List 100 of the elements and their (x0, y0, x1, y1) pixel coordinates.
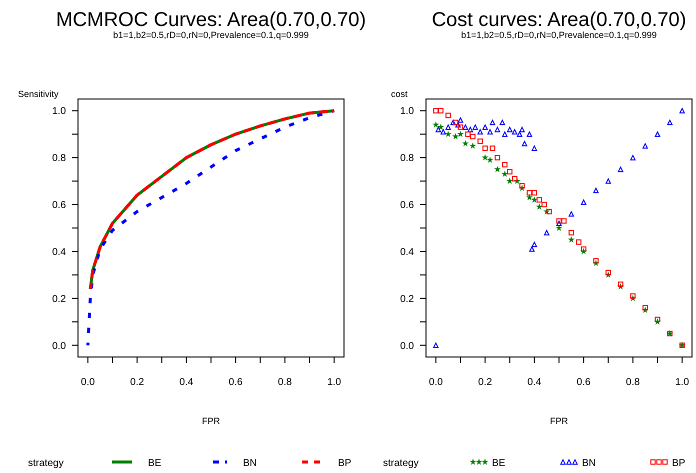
x-axis-title: FPR (550, 416, 568, 426)
y-tick-label: 0.4 (52, 246, 66, 258)
point (482, 146, 488, 151)
y-tick-label: 1.0 (400, 106, 414, 118)
legend-label: BN (582, 458, 596, 469)
legend-label: BE (148, 458, 162, 469)
point (512, 129, 518, 135)
y-tick-label: 0.2 (400, 294, 414, 305)
point (490, 146, 496, 151)
point (468, 126, 474, 132)
point (544, 230, 550, 236)
point (667, 120, 673, 126)
y-tick-label: 0.4 (400, 246, 414, 258)
point (512, 176, 518, 182)
point (526, 190, 532, 196)
point (531, 196, 538, 203)
point (522, 140, 528, 146)
point (654, 131, 660, 137)
point (642, 143, 648, 149)
point (477, 138, 483, 144)
point (561, 218, 567, 224)
point (436, 126, 442, 132)
y-axis-title: cost (391, 89, 408, 99)
point (618, 166, 624, 172)
point (432, 121, 440, 128)
point (506, 178, 514, 184)
x-tick-label: 0.0 (80, 377, 96, 388)
point (482, 154, 488, 160)
point (472, 124, 478, 130)
point (568, 211, 574, 217)
x-tick-label: 0.8 (278, 377, 292, 388)
point (568, 236, 575, 243)
point (501, 170, 508, 177)
point (593, 188, 599, 194)
x-tick-label: 0.8 (626, 377, 640, 388)
point (494, 154, 500, 160)
point (526, 194, 533, 200)
point (536, 203, 543, 210)
point (433, 108, 439, 114)
x-tick-label: 0.4 (527, 377, 542, 388)
line-series (88, 109, 336, 290)
legend-title: strategy (383, 458, 419, 469)
legend-title: strategy (28, 458, 64, 469)
point (465, 131, 471, 137)
point (437, 124, 444, 130)
point (526, 131, 532, 137)
y-tick-label: 0.8 (52, 153, 66, 164)
point (445, 124, 451, 130)
x-tick-label: 0.2 (478, 377, 492, 388)
point (576, 239, 582, 245)
legend-label: BP (672, 458, 686, 469)
legend-label: BE (492, 458, 506, 469)
y-tick-label: 0.2 (52, 294, 66, 305)
point (606, 178, 611, 184)
point (482, 124, 488, 130)
y-tick-label: 0.6 (52, 200, 66, 212)
x-axis-title: FPR (202, 416, 220, 426)
point (452, 120, 458, 126)
point (458, 117, 464, 123)
point (487, 129, 493, 135)
point (450, 120, 456, 126)
point (477, 129, 483, 135)
point (630, 293, 636, 299)
point (502, 162, 508, 168)
x-tick-label: 0.6 (228, 377, 244, 388)
y-tick-label: 1.0 (52, 106, 66, 118)
y-axis-title: Sensitivity (18, 89, 60, 99)
point (654, 316, 660, 322)
point (580, 246, 586, 252)
point (532, 242, 538, 248)
point (529, 246, 535, 252)
point (502, 131, 508, 137)
point (452, 132, 459, 140)
point (458, 124, 464, 130)
point (444, 130, 452, 138)
point (445, 112, 451, 118)
point (462, 124, 468, 130)
point (532, 190, 538, 196)
point (507, 126, 512, 132)
point (618, 282, 624, 287)
point (542, 202, 547, 208)
point (546, 208, 552, 214)
point (457, 130, 464, 138)
chart-title: Cost curves: Area(0.70,0.70) (432, 9, 686, 31)
point (486, 156, 494, 163)
point (516, 131, 522, 137)
point (630, 154, 636, 160)
y-tick-label: 0.0 (52, 340, 66, 352)
point (440, 129, 446, 135)
point (536, 197, 542, 203)
chart-title: MCMROC Curves: Area(0.70,0.70) (56, 9, 366, 31)
point (470, 134, 476, 140)
x-tick-label: 0.2 (130, 377, 144, 388)
legend-label: BN (243, 458, 257, 469)
point (556, 220, 562, 226)
point (494, 126, 500, 132)
point (490, 120, 496, 126)
chart-subtitle: b1=1,b2=0.5,rD=0,rN=0,Prevalence=0.1,q=0.999 (113, 30, 309, 40)
line-series (86, 109, 336, 347)
point (507, 169, 512, 174)
